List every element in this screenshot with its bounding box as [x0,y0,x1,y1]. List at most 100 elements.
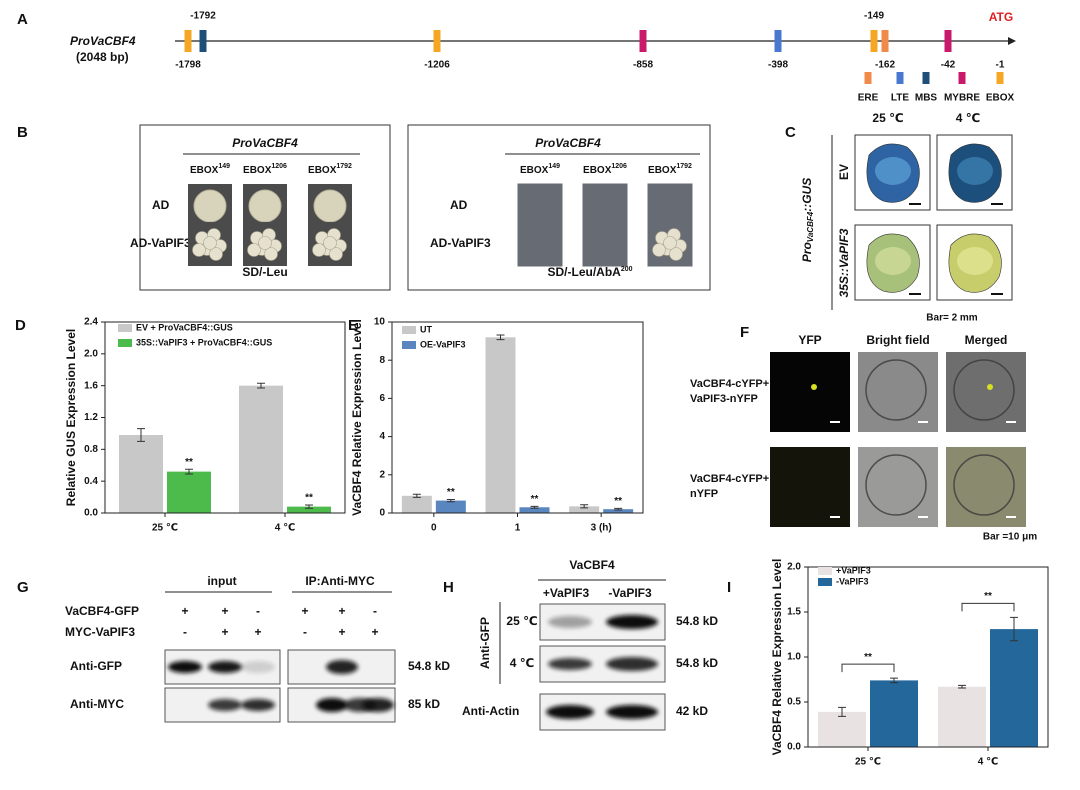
band [168,661,202,673]
y-tick-label: 2.0 [787,562,801,573]
text-part: EBOX [520,165,549,176]
y-tick-label: 1.0 [787,652,801,663]
row-label: AD-VaPIF3 [430,236,491,250]
text-part: SD/-Leu [242,265,287,279]
y-tick-label: 0.8 [84,444,98,455]
legend-swatch [118,339,132,347]
error-bar [496,334,505,341]
legend-swatch [958,72,966,84]
column-label: EBOX1792 [308,163,352,176]
legend-label: EV + ProVaCBF4::GUS [136,322,233,332]
bar [485,337,516,513]
column-label: EBOX149 [520,163,560,176]
antibody-label: Anti-GFP [478,617,492,669]
band [606,615,658,629]
y-tick-label: 0.0 [787,742,801,753]
size-label: 54.8 kD [676,656,718,670]
medium-label: SD/-Leu/AbA200 [547,265,632,279]
condition-label: VaCBF4-GFP [65,604,139,618]
sign: + [371,625,378,639]
x-tick-label: 0 [431,523,437,534]
group-label: IP:Anti-MYC [305,574,375,588]
text-part: EBOX [190,165,219,176]
y-tick-label: 0.5 [787,697,801,708]
legend-swatch [864,72,872,84]
callus-highlight [957,157,993,185]
panel-label: I [727,579,731,596]
error-bar [890,677,898,684]
callus-highlight [875,247,911,275]
legend-label: OE-VaPIF3 [420,339,466,349]
y-tick-label: 1.5 [787,607,801,618]
condition-label: MYC-VaPIF3 [65,625,135,639]
yeast-spot [582,183,628,229]
significance: ** [984,591,992,602]
text-part: Pro [800,242,814,262]
error-bar [530,505,539,509]
error-bar [1010,616,1018,642]
colony [203,236,217,250]
yfp-signal [987,384,993,390]
text-part: VaCBF4 [806,211,815,242]
legend-label: EBOX [986,93,1015,104]
text-part: 1792 [676,163,692,170]
panel-label: E [348,317,358,334]
sign: - [303,625,307,639]
y-tick-label: 8 [379,355,385,366]
antibody-label: Anti-MYC [70,697,124,711]
panel-label: H [443,579,454,596]
site-ebox [433,30,441,52]
bar [990,629,1038,747]
colony [312,243,326,257]
legend-swatch [922,72,930,84]
row-label: AD [450,198,468,212]
size-label: 54.8 kD [408,659,450,673]
micrograph [770,352,850,432]
text-part: EBOX [583,165,612,176]
promoter-name: ProVaCBF4 [70,34,136,48]
protein-label: VaCBF4 [569,558,615,572]
legend-label: -VaPIF3 [836,576,869,586]
colony [264,247,278,261]
site-position: -149 [864,11,884,22]
panel-frame [139,124,391,291]
promoter-arrow [1008,37,1016,45]
band [606,657,658,671]
sign: + [338,625,345,639]
column-label: EBOX1206 [583,163,627,176]
row-label: AD-VaPIF3 [130,236,191,250]
band [241,699,275,711]
protoplast [953,454,1015,516]
y-tick-label: 0.4 [84,476,98,487]
protoplast [865,359,927,421]
micrograph [770,447,850,527]
x-tick-label: 4 ℃ [275,523,295,534]
micrograph [858,352,938,432]
x-tick-label: 25 ℃ [855,757,881,768]
panel-label: B [17,124,28,141]
sign: + [338,604,345,618]
sign: + [181,604,188,618]
comparison-bracket [841,663,895,673]
text-part: EBOX [243,165,272,176]
colony [248,189,282,223]
sign: + [221,625,228,639]
protoplast [865,454,927,516]
column-label: 25 ℃ [872,111,903,125]
error-bar [580,504,589,509]
bar [401,495,432,513]
text-part: 149 [548,163,560,170]
text-part: SD/-Leu/AbA [547,265,621,279]
site-ere [881,30,889,52]
text-part: 1206 [271,163,287,170]
bar [818,711,866,747]
y-tick-label: 2.0 [84,348,98,359]
band [208,661,242,673]
y-tick-label: 2.4 [84,317,98,328]
significance: ** [614,496,622,507]
condition-label: 25 ℃ [506,614,537,628]
site-mybre [639,30,647,52]
sign: - [256,604,260,618]
micrograph [946,352,1026,432]
